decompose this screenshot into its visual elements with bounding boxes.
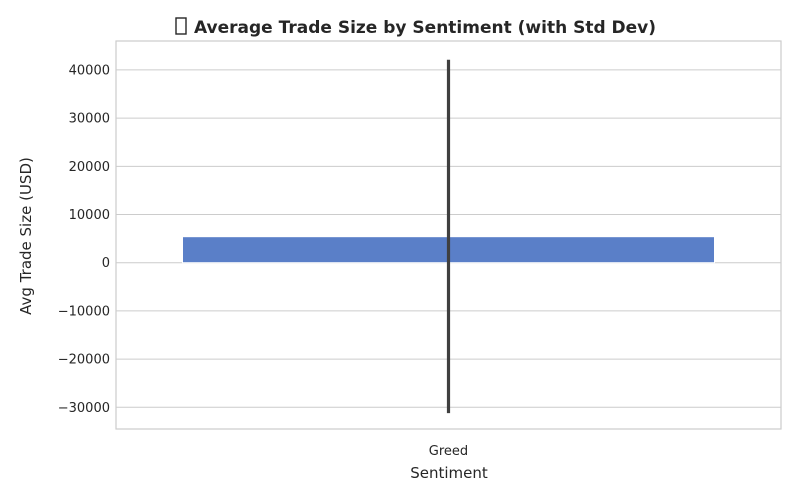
y-tick-label: −30000 [58, 401, 110, 416]
y-tick-label: 30000 [69, 112, 110, 127]
x-axis-label: Sentiment [410, 464, 488, 482]
missing-glyph-icon [175, 17, 187, 35]
plot-frame [115, 40, 782, 430]
y-tick-label: 10000 [69, 208, 110, 223]
y-tick-label: 40000 [69, 63, 110, 78]
y-tick-label: −10000 [58, 304, 110, 319]
x-tick-label: Greed [429, 444, 468, 459]
y-tick-label: 20000 [69, 160, 110, 175]
y-tick-label: 0 [102, 256, 110, 271]
y-tick-labels: −30000 −20000 −10000 0 10000 20000 30000 40000 [58, 63, 110, 415]
y-tick-label: −20000 [58, 353, 110, 368]
chart-title: Average Trade Size by Sentiment (with St… [175, 17, 656, 38]
y-axis-label: Avg Trade Size (USD) [17, 157, 35, 315]
chart-title-text: Average Trade Size by Sentiment (with St… [194, 18, 656, 38]
x-tick-labels: Greed [429, 444, 468, 459]
